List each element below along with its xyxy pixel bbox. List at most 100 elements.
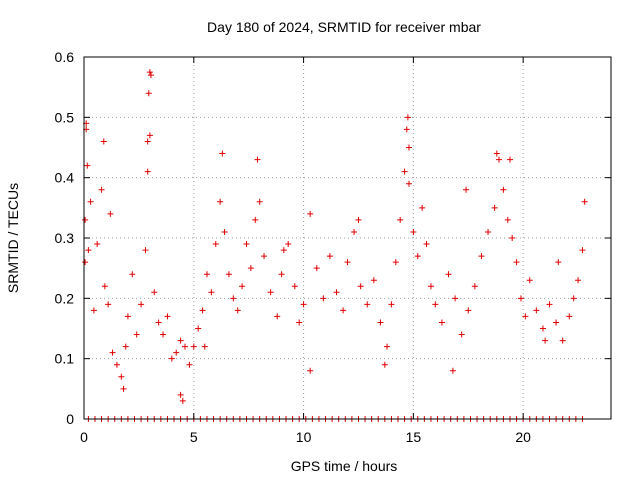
data-point — [254, 156, 261, 163]
y-tick-label: 0.5 — [55, 109, 75, 125]
data-point — [142, 247, 149, 254]
data-point — [98, 186, 105, 193]
data-point — [182, 343, 189, 350]
data-point — [173, 349, 180, 356]
data-point — [405, 180, 412, 187]
data-point — [94, 241, 101, 248]
data-point — [500, 186, 507, 193]
data-point — [221, 228, 228, 235]
data-point — [452, 295, 459, 302]
data-point — [506, 156, 513, 163]
data-point — [432, 301, 439, 308]
data-point — [575, 277, 582, 284]
data-point — [85, 247, 92, 254]
data-point — [445, 271, 452, 278]
x-axis-label: GPS time / hours — [291, 458, 398, 474]
data-point — [491, 204, 498, 211]
data-point — [230, 295, 237, 302]
data-point — [164, 313, 171, 320]
data-point — [419, 204, 426, 211]
data-point — [478, 253, 485, 260]
data-point — [124, 313, 131, 320]
data-point — [307, 210, 314, 217]
data-point — [449, 367, 456, 374]
data-point — [101, 283, 108, 290]
chart-title: Day 180 of 2024, SRMTID for receiver mba… — [207, 19, 481, 35]
data-point — [252, 216, 259, 223]
data-point — [581, 198, 588, 205]
data-point — [146, 132, 153, 139]
data-point — [190, 343, 197, 350]
data-point — [509, 235, 516, 241]
data-point — [351, 228, 358, 235]
data-point — [219, 150, 226, 157]
y-axis-label: SRMTID / TECUs — [5, 183, 21, 293]
data-point — [579, 247, 586, 254]
data-point — [542, 337, 549, 344]
data-point — [145, 90, 152, 97]
data-point — [280, 247, 287, 254]
data-point — [138, 301, 145, 308]
data-point — [105, 301, 112, 308]
data-point — [225, 271, 232, 278]
data-point — [513, 259, 520, 266]
plot-frame — [83, 56, 612, 420]
y-tick-label: 0.2 — [55, 290, 75, 306]
data-point — [147, 72, 154, 79]
data-point — [364, 301, 371, 308]
data-point — [381, 361, 388, 368]
data-point — [559, 337, 566, 344]
data-point — [151, 289, 158, 296]
data-point — [496, 156, 503, 163]
data-point — [144, 138, 151, 145]
data-point — [414, 253, 421, 260]
data-point — [517, 295, 524, 302]
data-point — [320, 295, 327, 302]
data-point — [234, 307, 241, 314]
data-point — [100, 138, 107, 145]
y-axis: 0 0.1 0.2 0.3 0.4 0.5 0.6 — [55, 49, 611, 427]
data-point — [212, 241, 219, 248]
y-tick-label: 0 — [66, 411, 74, 427]
x-tick-label: 10 — [296, 429, 312, 445]
data-point — [423, 241, 430, 248]
data-point — [333, 289, 340, 296]
data-point — [155, 319, 162, 326]
data-point — [239, 283, 246, 290]
data-point — [84, 162, 91, 169]
data-point — [392, 259, 399, 266]
data-point — [485, 228, 492, 235]
data-point — [217, 198, 224, 205]
data-point — [109, 349, 116, 356]
data-point — [82, 216, 89, 223]
data-point — [405, 144, 412, 151]
data-point — [146, 69, 153, 76]
data-point — [243, 241, 250, 248]
data-point — [160, 331, 167, 338]
data-point — [539, 325, 546, 332]
data-point — [133, 331, 140, 338]
data-point — [307, 367, 314, 374]
data-point — [546, 301, 553, 308]
data-point — [278, 271, 285, 278]
data-point — [504, 216, 511, 223]
x-tick-label: 5 — [190, 429, 198, 445]
data-point — [410, 228, 417, 235]
data-point — [199, 307, 206, 314]
data-point — [465, 307, 472, 314]
x-tick-label: 15 — [406, 429, 422, 445]
data-point — [177, 391, 184, 398]
data-point — [566, 313, 573, 320]
data-point — [344, 259, 351, 266]
data-point — [471, 283, 478, 290]
data-point — [87, 198, 94, 205]
data-point — [313, 265, 320, 272]
data-point — [377, 319, 384, 326]
data-point — [384, 343, 391, 350]
data-point — [195, 325, 202, 332]
data-point — [397, 216, 404, 223]
data-point — [261, 253, 268, 260]
data-point — [522, 313, 529, 320]
data-point — [201, 343, 208, 350]
